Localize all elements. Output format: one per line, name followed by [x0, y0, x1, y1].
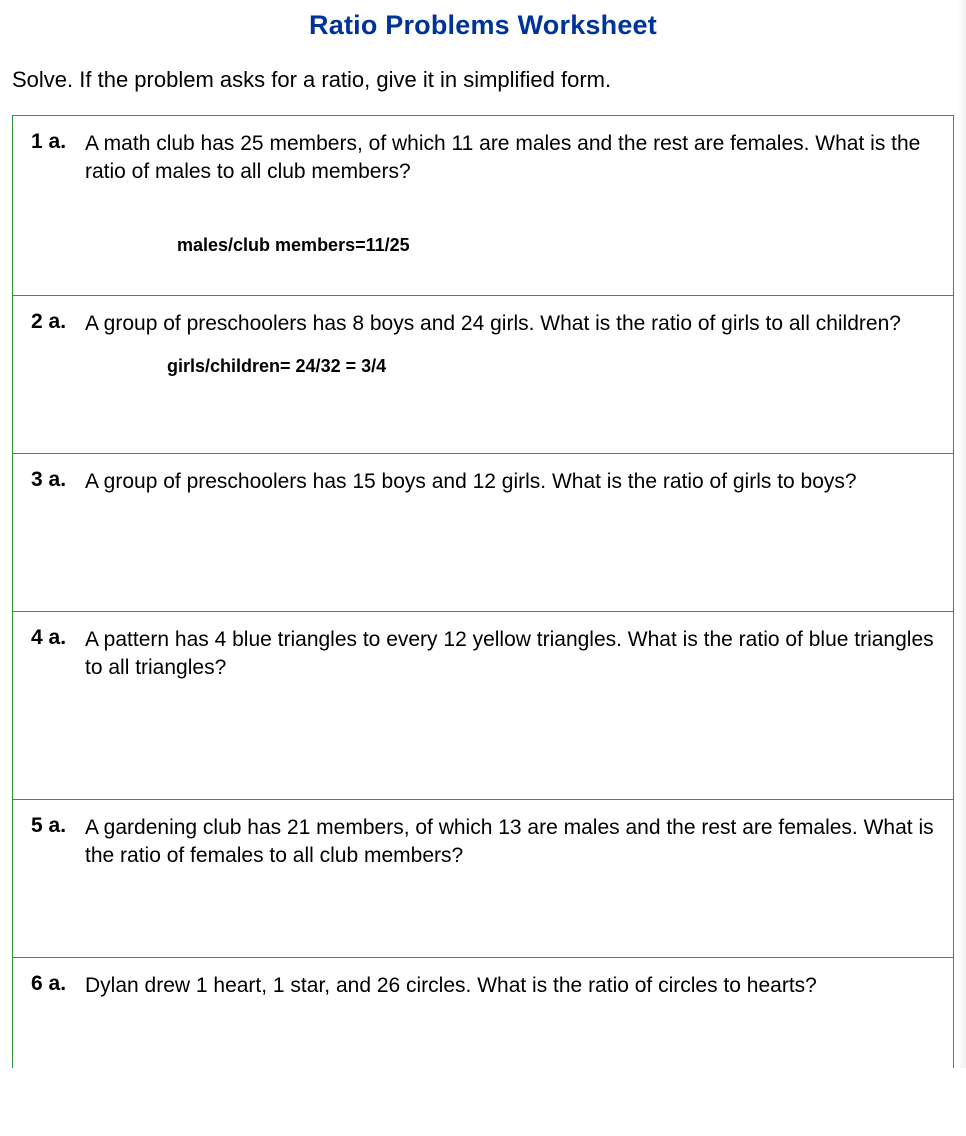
problem-text: A group of preschoolers has 8 boys and 2… [85, 310, 939, 338]
problem-number: 6 a. [27, 972, 85, 996]
problem-answer: males/club members=11/25 [177, 235, 939, 256]
problem-5a: 5 a. A gardening club has 21 members, of… [13, 800, 953, 958]
problem-number: 2 a. [27, 310, 85, 334]
worksheet-page: Ratio Problems Worksheet Solve. If the p… [0, 0, 966, 1068]
problems-container: 1 a. A math club has 25 members, of whic… [12, 115, 954, 1068]
problem-text: A math club has 25 members, of which 11 … [85, 130, 939, 187]
problem-number: 1 a. [27, 130, 85, 154]
problem-number: 5 a. [27, 814, 85, 838]
problem-text: A pattern has 4 blue triangles to every … [85, 626, 939, 683]
problem-2a: 2 a. A group of preschoolers has 8 boys … [13, 296, 953, 454]
page-title: Ratio Problems Worksheet [10, 10, 956, 41]
problem-text: A group of preschoolers has 15 boys and … [85, 468, 939, 496]
problem-3a: 3 a. A group of preschoolers has 15 boys… [13, 454, 953, 612]
problem-4a: 4 a. A pattern has 4 blue triangles to e… [13, 612, 953, 800]
instructions-text: Solve. If the problem asks for a ratio, … [12, 67, 956, 93]
problem-text: Dylan drew 1 heart, 1 star, and 26 circl… [85, 972, 939, 1000]
problem-number: 4 a. [27, 626, 85, 650]
problem-answer: girls/children= 24/32 = 3/4 [167, 356, 939, 377]
problem-number: 3 a. [27, 468, 85, 492]
problem-1a: 1 a. A math club has 25 members, of whic… [13, 116, 953, 296]
problem-6a: 6 a. Dylan drew 1 heart, 1 star, and 26 … [13, 958, 953, 1068]
problem-text: A gardening club has 21 members, of whic… [85, 814, 939, 871]
